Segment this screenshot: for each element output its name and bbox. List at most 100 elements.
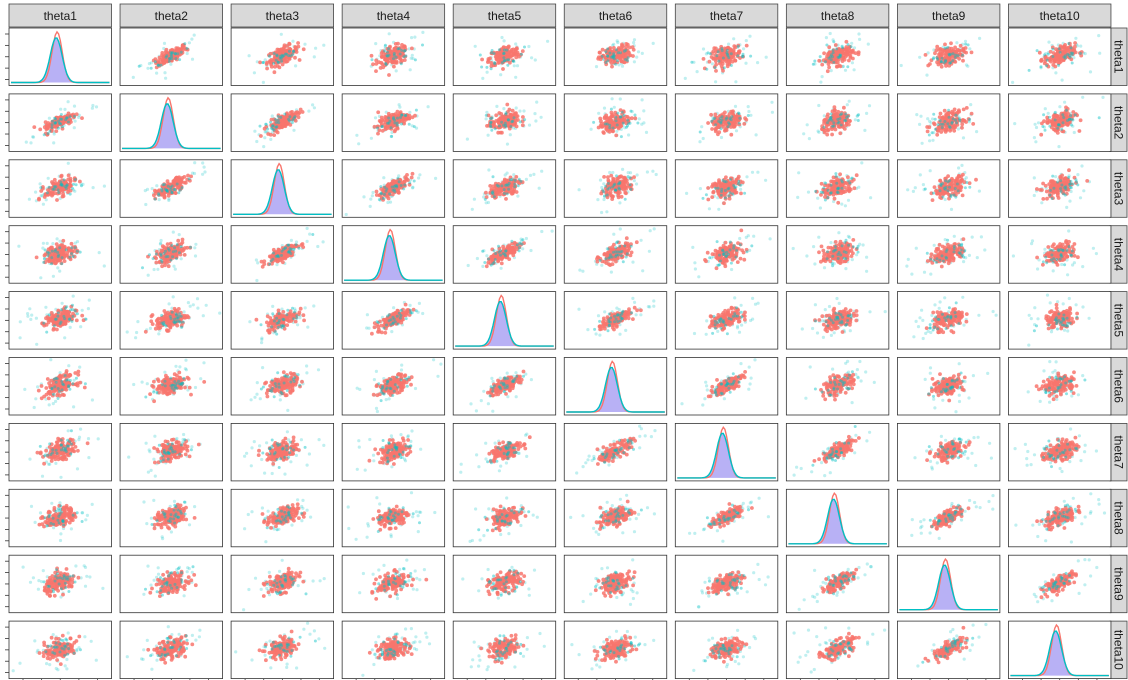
scatter-panel-theta1-vs-theta4	[342, 28, 445, 86]
scatter-point-edge	[830, 58, 833, 61]
scatter-point-edge	[480, 66, 483, 69]
scatter-point-edge	[275, 121, 278, 124]
scatter-point-edge	[1062, 121, 1065, 124]
scatter-point-outlier	[817, 104, 820, 107]
scatter-point	[374, 69, 378, 73]
scatter-point-outlier	[248, 54, 251, 57]
scatter-point-outlier	[148, 62, 151, 65]
scatter-point-edge	[614, 189, 617, 192]
scatter-point-edge	[705, 193, 708, 196]
scatter-point-outlier	[516, 195, 519, 198]
scatter-point-edge	[160, 188, 163, 191]
scatter-point-edge	[725, 118, 728, 121]
scatter-point	[288, 57, 292, 61]
scatter-point-edge	[943, 187, 946, 190]
scatter-point	[621, 44, 625, 48]
scatter-point-edge	[622, 122, 625, 125]
scatter-point-edge	[388, 192, 391, 195]
scatter-point-outlier	[371, 191, 374, 194]
scatter-point-edge	[176, 183, 179, 186]
scatter-point-outlier	[502, 107, 505, 110]
scatter-point	[714, 69, 718, 73]
scatter-point-edge	[830, 191, 833, 194]
scatter-panel-theta1-vs-theta7	[675, 28, 778, 86]
scatter-point-outlier	[314, 47, 317, 50]
scatter-point	[633, 116, 637, 120]
column-strip-label: theta9	[932, 9, 966, 23]
scatter-point	[714, 182, 718, 186]
scatter-point	[739, 192, 743, 196]
scatter-point	[69, 177, 73, 181]
row-strip-label: theta9	[1112, 567, 1126, 601]
scatter-point	[380, 118, 384, 122]
scatter-point-edge	[402, 187, 405, 190]
column-strip-theta1: theta1	[9, 4, 112, 27]
scatter-point	[960, 178, 964, 182]
scatter-point	[737, 175, 741, 179]
scatter-point	[176, 186, 180, 190]
scatter-point-outlier	[802, 132, 805, 135]
row-strip-label: theta3	[1112, 172, 1126, 206]
scatter-point	[935, 133, 939, 137]
scatter-point	[505, 103, 509, 107]
scatter-point-outlier	[931, 117, 934, 120]
scatter-point-outlier	[495, 105, 498, 108]
scatter-point-edge	[512, 60, 515, 63]
row-strip-label: theta2	[1112, 106, 1126, 140]
scatter-point	[1067, 168, 1071, 172]
scatter-point	[820, 182, 824, 186]
scatter-point	[601, 48, 605, 52]
scatter-point	[624, 191, 628, 195]
scatter-point-outlier	[854, 118, 857, 121]
scatter-point	[960, 185, 964, 189]
scatter-point-outlier	[633, 38, 636, 41]
scatter-point	[706, 186, 710, 190]
scatter-point-outlier	[201, 161, 204, 164]
scatter-point-outlier	[473, 198, 476, 201]
scatter-point-edge	[1079, 52, 1082, 55]
scatter-point-outlier	[1057, 145, 1060, 148]
scatter-point-edge	[181, 186, 184, 189]
scatter-point-outlier	[191, 172, 194, 175]
scatter-point	[631, 54, 635, 58]
scatter-point-edge	[277, 119, 280, 122]
scatter-point	[743, 116, 747, 120]
scatter-point	[67, 174, 71, 178]
scatter-point-outlier	[857, 32, 860, 35]
scatter-point-outlier	[906, 188, 909, 191]
scatter-point-outlier	[711, 62, 714, 65]
scatter-point-edge	[954, 187, 957, 190]
scatter-point-edge	[493, 195, 496, 198]
scatter-point-outlier	[635, 182, 638, 185]
scatter-point	[963, 119, 967, 123]
scatter-point-outlier	[640, 123, 643, 126]
scatter-point-edge	[944, 60, 947, 63]
scatter-point	[839, 64, 843, 68]
scatter-point-edge	[371, 58, 374, 61]
scatter-point-edge	[396, 117, 399, 120]
scatter-point-edge	[386, 55, 389, 58]
scatter-point-outlier	[806, 123, 809, 126]
scatter-point-outlier	[1101, 96, 1104, 99]
scatter-point-edge	[489, 121, 492, 124]
scatter-point-edge	[387, 117, 390, 120]
scatter-point-edge	[523, 118, 526, 121]
scatter-point-edge	[813, 60, 816, 63]
scatter-point-outlier	[91, 104, 94, 107]
scatter-point-edge	[385, 188, 388, 191]
scatter-point-outlier	[504, 173, 507, 176]
scatter-point-outlier	[844, 204, 847, 207]
scatter-point-outlier	[595, 65, 598, 68]
scatter-point-outlier	[345, 213, 348, 216]
scatter-point-edge	[702, 197, 705, 200]
scatter-point-edge	[846, 65, 849, 68]
scatter-point	[32, 125, 36, 129]
scatter-point-outlier	[535, 101, 538, 104]
scatter-point-edge	[845, 116, 848, 119]
scatter-point-edge	[604, 185, 607, 188]
scatter-point-outlier	[702, 47, 705, 50]
scatter-point-outlier	[751, 171, 754, 174]
scatter-point	[38, 127, 42, 131]
scatter-point	[381, 62, 385, 66]
scatter-point-edge	[80, 184, 83, 187]
